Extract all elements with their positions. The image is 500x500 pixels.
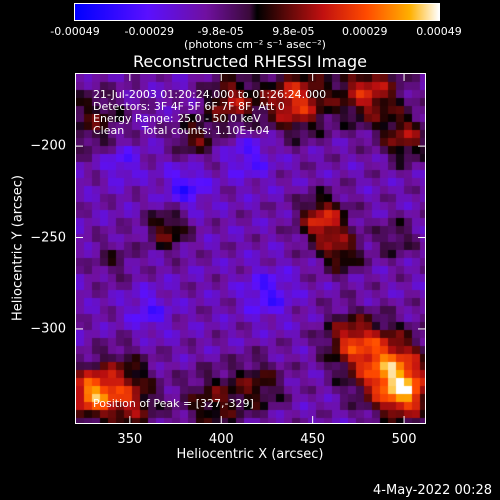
heatmap-image [76,74,425,423]
colorbar-tick-label: 0.00029 [341,25,388,38]
colorbar-units: (photons cm⁻² s⁻¹ asec⁻²) [184,38,326,51]
annotation-energy-range: Energy Range: 25.0 - 50.0 keV [93,112,261,125]
x-axis-label: Heliocentric X (arcsec) [176,447,324,462]
colorbar-tick-label: -0.00049 [50,25,100,38]
y-tick-label: −200 [30,138,66,154]
colorbar-tick-label: -0.00029 [124,25,175,38]
colorbar [74,3,440,21]
plot-date: 4-May-2022 00:28 [373,483,492,498]
plot-area [75,73,426,424]
x-tick-label: 400 [208,432,234,447]
colorbar-tick-label: 0.00049 [416,25,462,38]
x-tick-label: 450 [300,432,326,447]
colorbar-tick-label: -9.8e-05 [197,25,244,38]
annotation-detectors: Detectors: 3F 4F 5F 6F 7F 8F, Att 0 [93,100,285,113]
x-tick-label: 350 [117,432,143,447]
peak-position-label: Position of Peak = [327,-329] [93,397,254,410]
y-tick-label: −300 [30,321,66,337]
x-tick-label: 500 [391,432,417,447]
annotation-clean-counts: Clean Total counts: 1.10E+04 [93,124,270,137]
y-axis-label: Heliocentric Y (arcsec) [10,175,26,321]
y-tick-label: −250 [30,230,66,246]
annotation-time-range: 21-Jul-2003 01:20:24.000 to 01:26:24.000 [93,88,327,101]
chart-title: Reconstructed RHESSI Image [133,52,367,71]
colorbar-tick-label: 9.8e-05 [272,25,315,38]
